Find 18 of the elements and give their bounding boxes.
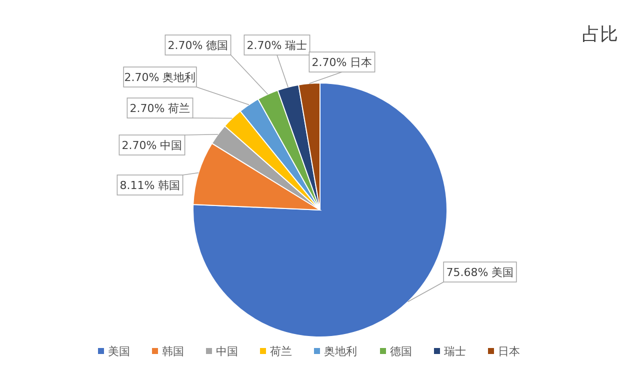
legend-label: 中国 (216, 345, 238, 358)
text: 占比 (582, 24, 618, 45)
legend-label: 奥地利 (324, 345, 357, 358)
text: 2.70% 中国 (122, 139, 182, 152)
legend-label: 美国 (108, 345, 130, 358)
legend-label: 瑞士 (444, 345, 466, 358)
legend-label: 德国 (390, 345, 412, 358)
pie-slice (192, 82, 448, 338)
text: 2.70% 日本 (312, 56, 372, 69)
text: 8.11% 韩国 (120, 179, 180, 192)
text: 75.68% 美国 (446, 266, 514, 279)
text: 2.70% 荷兰 (130, 102, 190, 115)
legend-label: 日本 (498, 345, 520, 358)
text: 2.70% 瑞士 (246, 39, 308, 52)
text: 2.70% 奥地利 (124, 71, 196, 84)
text: 2.70% 德国 (168, 39, 228, 52)
legend-label: 荷兰 (270, 345, 292, 358)
legend-label: 韩国 (162, 345, 184, 358)
